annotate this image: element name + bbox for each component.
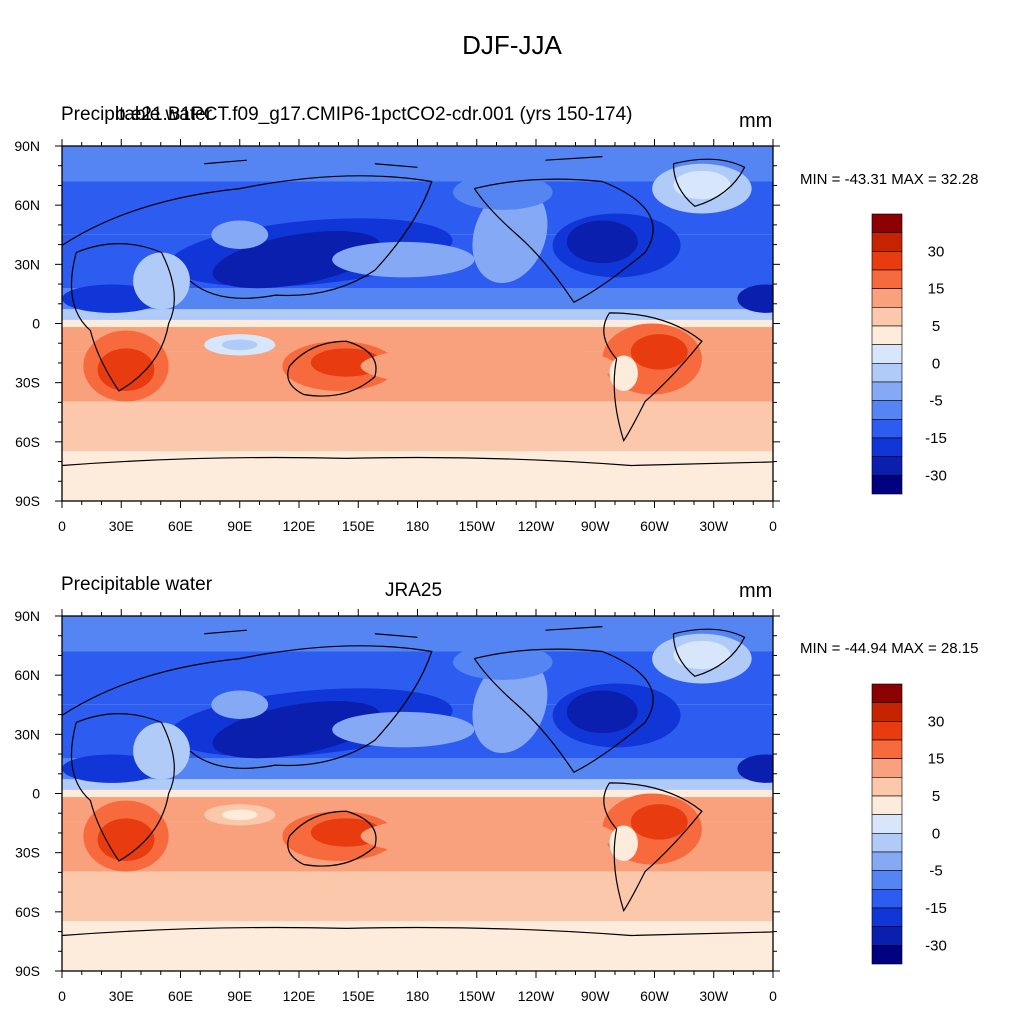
panel-2-left-title: Precipitable water xyxy=(61,574,213,595)
colorbar-swatch xyxy=(871,795,903,815)
colorbar-label: 0 xyxy=(932,825,940,842)
colorbar-swatch xyxy=(871,926,903,946)
colorbar-swatch xyxy=(871,739,903,759)
colorbar-label: -15 xyxy=(925,430,947,447)
y-tick-label: 90S xyxy=(15,963,40,979)
panel-2-min-max: MIN = -44.94 MAX = 28.15 xyxy=(800,640,979,657)
x-tick-label: 90W xyxy=(581,518,611,534)
colorbar-label: 0 xyxy=(932,355,940,372)
colorbar-label: -30 xyxy=(925,467,947,484)
colorbar-swatch xyxy=(871,833,903,853)
panel-1-map: 0 30E 60E 90E 120E 150E 180 150W 120W 90W 60W 30W 0 9… xyxy=(14,138,947,534)
x-tick-label: 60E xyxy=(168,518,193,534)
y-tick-label: 90N xyxy=(14,608,40,624)
y-tick-label: 60N xyxy=(14,197,40,213)
x-tick-label: 120W xyxy=(518,518,555,534)
panel-1-min-max: MIN = -43.31 MAX = 32.28 xyxy=(800,171,979,188)
y-tick-label: 30S xyxy=(15,845,40,861)
colorbar-swatch xyxy=(871,945,903,965)
x-tick-label: 30W xyxy=(699,988,729,1004)
main-title: DJF-JJA xyxy=(462,30,562,60)
x-tick-label: 30E xyxy=(109,518,134,534)
x-tick-label: 90E xyxy=(227,518,252,534)
colorbar-swatch xyxy=(871,721,903,741)
colorbar-swatch xyxy=(871,683,903,703)
map-field xyxy=(62,616,773,971)
x-tick-label: 180 xyxy=(406,988,430,1004)
colorbar-label: 30 xyxy=(928,243,945,260)
panel-1-center-title: b.e21.B1PCT.f09_g17.CMIP6-1pctCO2-cdr.00… xyxy=(115,104,633,125)
x-tick-label: 120E xyxy=(283,518,316,534)
x-tick-label: 0 xyxy=(769,988,777,1004)
y-tick-label: 0 xyxy=(32,316,40,332)
x-tick-label: 0 xyxy=(58,518,66,534)
colorbar-label: 5 xyxy=(932,318,940,335)
y-tick-label: 30N xyxy=(14,256,40,272)
colorbar-swatch xyxy=(871,475,903,495)
x-tick-label: 150E xyxy=(342,518,375,534)
y-tick-label: 30N xyxy=(14,726,40,742)
colorbar-swatch xyxy=(871,702,903,722)
colorbar-swatch xyxy=(871,777,903,797)
x-tick-label: 60W xyxy=(640,518,670,534)
colorbar-swatch xyxy=(871,814,903,834)
panel-2-units: mm xyxy=(739,580,773,602)
colorbar-label: 15 xyxy=(928,751,945,768)
x-tick-label: 90W xyxy=(581,988,611,1004)
x-tick-label: 60W xyxy=(640,988,670,1004)
y-tick-label: 0 xyxy=(32,786,40,802)
colorbar-label: 15 xyxy=(928,281,945,298)
x-tick-label: 120E xyxy=(283,988,316,1004)
y-tick-label: 90S xyxy=(15,493,40,509)
y-tick-label: 60N xyxy=(14,667,40,683)
panel-1-units: mm xyxy=(739,110,773,132)
x-tick-label: 30E xyxy=(109,988,134,1004)
colorbar-swatch xyxy=(871,907,903,927)
colorbar-label: 30 xyxy=(928,713,945,730)
colorbar-label: 5 xyxy=(932,788,940,805)
x-tick-label: 60E xyxy=(168,988,193,1004)
colorbar-label: -5 xyxy=(929,393,942,410)
colorbar-swatch xyxy=(871,851,903,871)
x-tick-label: 150W xyxy=(458,988,495,1004)
x-tick-label: 180 xyxy=(406,518,430,534)
y-tick-label: 90N xyxy=(14,138,40,154)
y-tick-label: 30S xyxy=(15,375,40,391)
x-tick-label: 30W xyxy=(699,518,729,534)
y-tick-label: 60S xyxy=(15,904,40,920)
x-tick-label: 120W xyxy=(518,988,555,1004)
colorbar-swatch xyxy=(871,889,903,909)
x-tick-label: 0 xyxy=(58,988,66,1004)
panel-1-left-title: Precipitable water xyxy=(61,104,213,125)
colorbar-swatch xyxy=(871,870,903,890)
colorbar-label: -30 xyxy=(925,937,947,954)
panel-2-center-title: JRA25 xyxy=(385,580,443,601)
x-tick-label: 0 xyxy=(769,518,777,534)
x-tick-label: 150W xyxy=(458,518,495,534)
colorbar-label: -5 xyxy=(929,863,942,880)
x-tick-label: 150E xyxy=(342,988,375,1004)
map-field xyxy=(62,146,773,501)
y-tick-label: 60S xyxy=(15,434,40,450)
x-tick-label: 90E xyxy=(227,988,252,1004)
colorbar-label: -15 xyxy=(925,900,947,917)
colorbar-swatch xyxy=(871,758,903,778)
